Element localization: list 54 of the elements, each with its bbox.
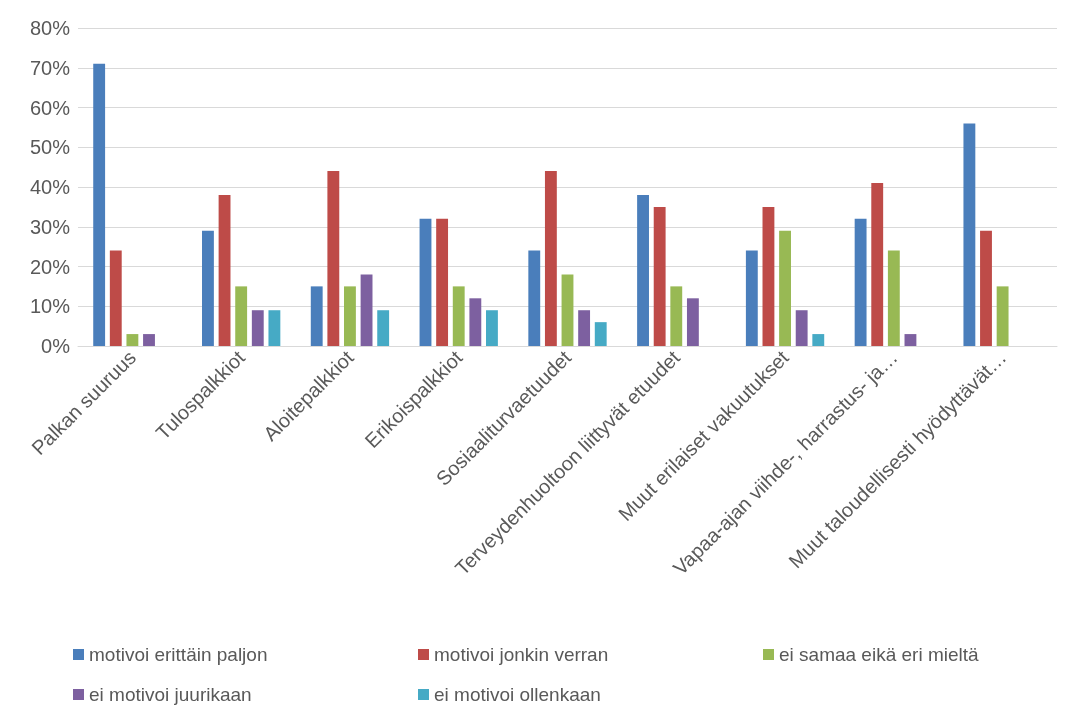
- y-tick-label: 30%: [29, 215, 71, 238]
- legend-label: motivoi erittäin paljon: [89, 644, 268, 665]
- bar: [251, 310, 264, 346]
- bar: [93, 63, 106, 346]
- legend-label: motivoi jonkin verran: [434, 644, 609, 665]
- bar: [202, 230, 214, 346]
- bar: [653, 206, 666, 346]
- y-tick-label: 40%: [29, 176, 71, 198]
- bar: [486, 310, 498, 346]
- bar: [344, 286, 356, 346]
- bar: [327, 171, 340, 346]
- y-tick-label: 10%: [29, 295, 71, 318]
- y-tick-label: 20%: [29, 255, 71, 278]
- bar: [795, 310, 808, 346]
- bar: [419, 218, 432, 346]
- y-tick-label: 70%: [29, 56, 71, 79]
- bar: [578, 310, 591, 346]
- bar: [469, 298, 482, 346]
- bar: [218, 194, 231, 346]
- y-tick-label: 50%: [29, 136, 71, 159]
- bar: [360, 274, 373, 346]
- legend-label: ei motivoi ollenkaan: [434, 684, 601, 705]
- bar: [310, 286, 323, 346]
- y-tick-label: 60%: [29, 96, 71, 119]
- bar: [268, 310, 281, 346]
- bar: [126, 334, 139, 346]
- bar: [377, 310, 390, 346]
- bar: [594, 322, 607, 346]
- bar: [980, 230, 992, 346]
- bar: [686, 298, 699, 346]
- legend-label: ei motivoi juurikaan: [89, 684, 252, 705]
- bar: [143, 334, 155, 346]
- bar: [670, 286, 683, 346]
- bar: [854, 218, 867, 346]
- bar: [812, 334, 825, 346]
- bar: [637, 194, 649, 346]
- bar: [235, 286, 248, 346]
- y-tick-label: 80%: [29, 17, 71, 39]
- bar: [963, 123, 976, 346]
- bar: [436, 218, 449, 346]
- bar: [745, 250, 758, 346]
- bar: [887, 250, 900, 346]
- bar: [528, 250, 541, 346]
- bar: [904, 334, 917, 346]
- bar: [779, 230, 791, 346]
- bar: [871, 183, 884, 346]
- bar: [996, 286, 1009, 346]
- bar: [762, 206, 775, 346]
- y-tick-label: 0%: [41, 335, 71, 357]
- bar: [109, 250, 122, 346]
- legend-label: ei samaa eikä eri mieltä: [779, 644, 980, 665]
- bar: [561, 274, 574, 346]
- bar: [452, 286, 465, 346]
- bar: [544, 171, 557, 346]
